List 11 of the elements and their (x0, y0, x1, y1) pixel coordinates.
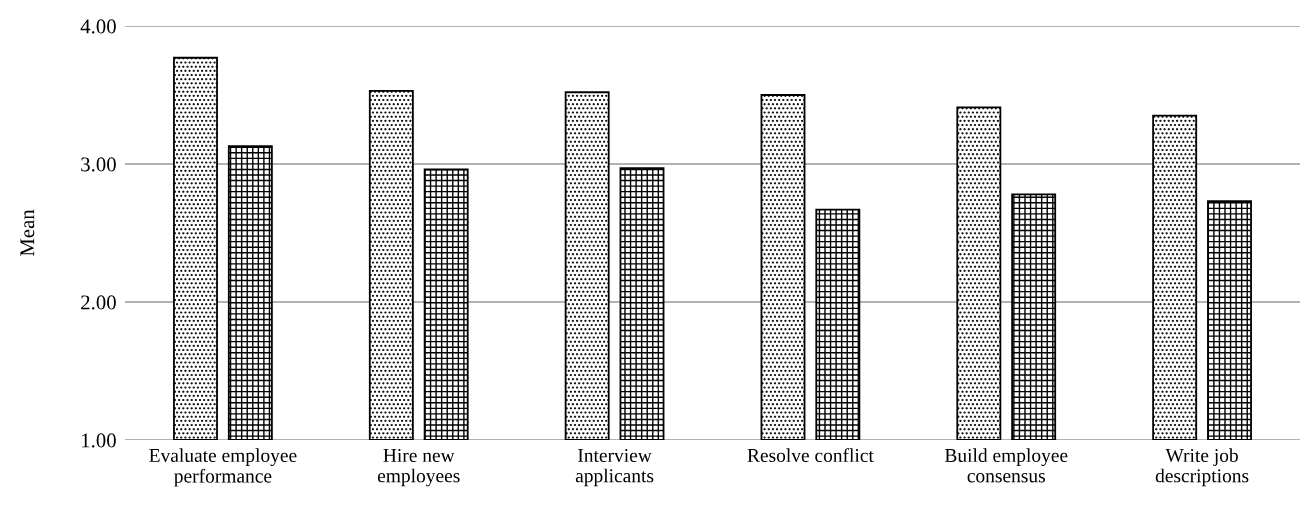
x-tick-label: Interview applicants (575, 448, 654, 487)
y-tick-label: 4.00 (80, 19, 116, 34)
y-tick-label: 2.00 (81, 295, 116, 310)
y-tick-label: 1.00 (82, 433, 116, 448)
x-tick-label: Build employee consensus (944, 448, 1068, 483)
x-tick-label: Evaluate employee performance (149, 448, 297, 487)
x-tick-label: Write job descriptions (1155, 448, 1249, 487)
y-tick-label: 3.00 (81, 157, 116, 172)
y-axis-title: Mean (20, 209, 35, 257)
x-tick-label: Resolve conflict (747, 448, 874, 463)
x-tick-label: Hire new employees (377, 448, 460, 487)
